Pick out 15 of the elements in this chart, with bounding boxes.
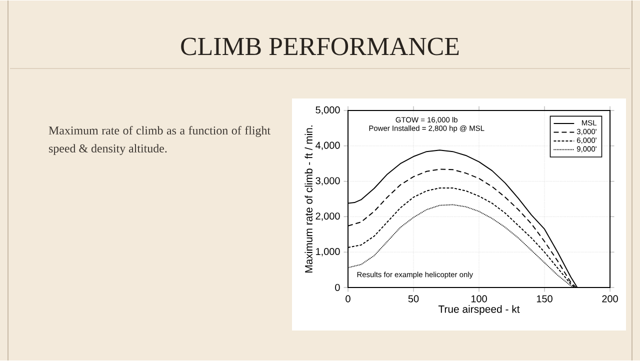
x-tick-label: 0	[346, 295, 350, 302]
x-tick-label: 50	[408, 295, 419, 302]
y-tick-label: 5,000	[316, 106, 340, 115]
x-axis-title: True airspeed - kt	[438, 305, 520, 315]
y-tick-label: 1,000	[316, 248, 340, 256]
y-tick-label: 0	[335, 284, 340, 292]
x-tick-label: 200	[602, 295, 618, 302]
text: Maximum rate of climb as a function of flight speed & density altitude.	[48, 126, 270, 155]
y-tick-label: 3,000	[316, 177, 340, 186]
y-tick-label: 2,000	[316, 212, 340, 221]
y-axis-title: Maximum rate of climb - ft / min.	[304, 126, 312, 273]
y-tick-label: 4,000	[316, 142, 340, 150]
chart-title: CLIMB PERFORMANCE	[181, 38, 459, 56]
x-tick-label: 150	[536, 295, 552, 302]
x-tick-label: 100	[471, 295, 487, 302]
